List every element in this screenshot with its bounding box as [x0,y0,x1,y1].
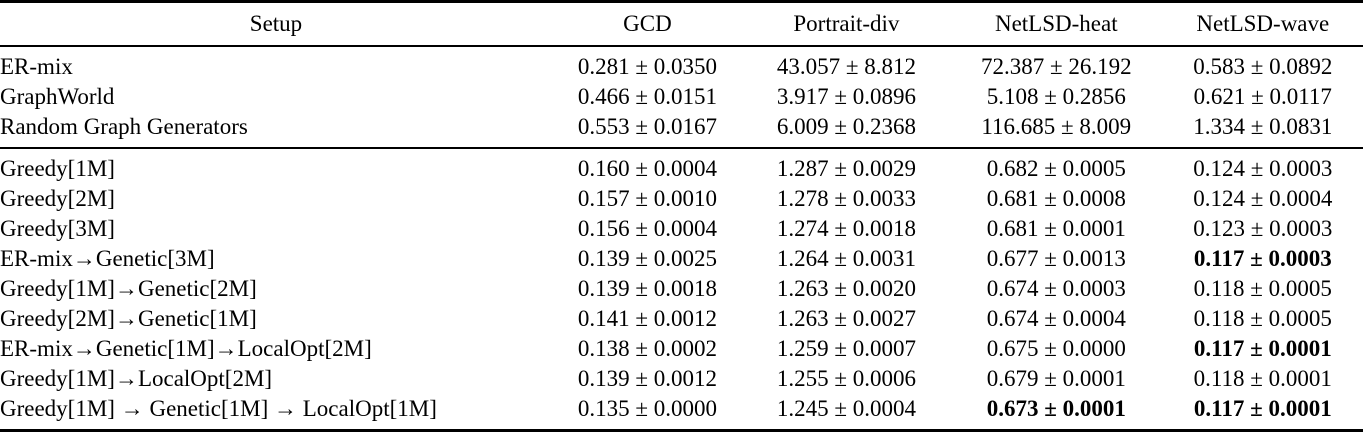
value-cell-portrait: 6.009 ± 0.2368 [776,114,916,139]
table-row: ER-mix 0.281 ± 0.0350 43.057 ± 8.812 72.387… [0,46,1363,82]
table-row: Greedy[1M] 0.160 ± 0.0004 1.287 ± 0.0029 0.… [0,147,1363,184]
value-cell-portrait: 1.263 ± 0.0020 [776,276,916,301]
value-cell-wave: 0.118 ± 0.0005 [1193,306,1332,331]
value-cell-heat: 116.685 ± 8.009 [981,114,1132,139]
column-header-gcd: GCD [552,1,743,47]
table-row: GraphWorld 0.466 ± 0.0151 3.917 ± 0.0896 5.… [0,82,1363,112]
value-cell-gcd: 0.139 ± 0.0018 [577,276,717,301]
table-row: Random Graph Generators 0.553 ± 0.0167 6.0… [0,112,1363,148]
table-row: ER-mix→Genetic[3M] 0.139 ± 0.0025 1.264 ± … [0,244,1363,274]
value-cell-portrait: 1.255 ± 0.0006 [776,366,916,391]
value-cell-heat: 0.674 ± 0.0003 [986,276,1126,301]
setup-cell: Greedy[2M] [0,186,115,211]
value-cell-portrait: 1.259 ± 0.0007 [776,336,916,361]
table-row: Greedy[1M]→Genetic[2M] 0.139 ± 0.0018 1.26… [0,274,1363,304]
value-cell-heat: 0.679 ± 0.0001 [986,366,1126,391]
value-cell-portrait: 1.263 ± 0.0027 [776,306,916,331]
setup-cell: Greedy[1M] → Genetic[1M] → LocalOpt[1M] [0,396,437,421]
setup-cell: ER-mix→Genetic[1M]→LocalOpt[2M] [0,336,372,361]
value-cell-wave: 0.117 ± 0.0001 [1193,396,1332,421]
value-cell-portrait: 1.245 ± 0.0004 [776,396,916,421]
value-cell-portrait: 1.287 ± 0.0029 [742,147,950,184]
value-cell-heat: 0.682 ± 0.0005 [949,147,1163,184]
value-cell-heat: 0.681 ± 0.0008 [986,186,1126,211]
table-row: Greedy[1M]→LocalOpt[2M] 0.139 ± 0.0012 1.2… [0,364,1363,394]
value-cell-heat: 0.681 ± 0.0001 [986,216,1126,241]
value-cell-wave: 0.118 ± 0.0005 [1193,276,1332,301]
value-cell-heat: 5.108 ± 0.2856 [986,84,1126,109]
setup-cell: Greedy[1M]→LocalOpt[2M] [0,366,273,391]
value-cell-gcd: 0.156 ± 0.0004 [577,216,717,241]
table-body: ER-mix 0.281 ± 0.0350 43.057 ± 8.812 72.387… [0,46,1363,431]
value-cell-portrait: 3.917 ± 0.0896 [776,84,916,109]
value-cell-wave: 1.334 ± 0.0831 [1193,114,1333,139]
value-cell-gcd: 0.553 ± 0.0167 [577,114,717,139]
value-cell-heat: 0.674 ± 0.0004 [986,306,1126,331]
column-header-heat: NetLSD-heat [949,1,1163,47]
table-header-row: Setup GCD Portrait-div NetLSD-heat NetLSD-wa… [0,1,1363,47]
value-cell-gcd: 0.138 ± 0.0002 [577,336,717,361]
value-cell-portrait: 1.274 ± 0.0018 [776,216,916,241]
setup-cell: GraphWorld [0,84,115,109]
value-cell-portrait: 1.264 ± 0.0031 [776,246,916,271]
setup-cell: Greedy[2M]→Genetic[1M] [0,306,257,331]
value-cell-heat: 0.677 ± 0.0013 [986,246,1126,271]
setup-cell: ER-mix→Genetic[3M] [0,246,215,271]
setup-cell: Greedy[1M]→Genetic[2M] [0,276,257,301]
value-cell-wave: 0.583 ± 0.0892 [1193,54,1333,79]
value-cell-gcd: 0.466 ± 0.0151 [577,84,717,109]
value-cell-portrait: 43.057 ± 8.812 [776,54,916,79]
value-cell-gcd: 0.281 ± 0.0350 [577,54,717,79]
value-cell-gcd: 0.160 ± 0.0004 [552,147,743,184]
value-cell-wave: 0.124 ± 0.0004 [1193,186,1333,211]
setup-cell: ER-mix [0,54,73,79]
table-row: Greedy[1M] → Genetic[1M] → LocalOpt[1M] 0… [0,394,1363,431]
table-row: Greedy[2M]→Genetic[1M] 0.141 ± 0.0012 1.26… [0,304,1363,334]
value-cell-gcd: 0.139 ± 0.0012 [577,366,717,391]
value-cell-wave: 0.621 ± 0.0117 [1193,84,1332,109]
value-cell-gcd: 0.139 ± 0.0025 [577,246,717,271]
setup-cell: Greedy[1M] [0,147,552,184]
value-cell-heat: 72.387 ± 26.192 [980,54,1132,79]
value-cell-wave: 0.118 ± 0.0001 [1193,366,1332,391]
setup-cell: Random Graph Generators [0,114,248,139]
value-cell-wave: 0.117 ± 0.0003 [1193,246,1332,271]
value-cell-portrait: 1.278 ± 0.0033 [776,186,916,211]
column-header-setup: Setup [0,1,552,47]
setup-cell: Greedy[3M] [0,216,115,241]
table-row: ER-mix→Genetic[1M]→LocalOpt[2M] 0.138 ± 0… [0,334,1363,364]
table-row: Greedy[2M] 0.157 ± 0.0010 1.278 ± 0.0033 0.… [0,184,1363,214]
value-cell-wave: 0.123 ± 0.0003 [1193,216,1333,241]
value-cell-wave: 0.117 ± 0.0001 [1193,336,1332,361]
value-cell-heat: 0.675 ± 0.0000 [986,336,1126,361]
column-header-wave: NetLSD-wave [1162,1,1363,47]
value-cell-gcd: 0.141 ± 0.0012 [577,306,717,331]
column-header-portrait: Portrait-div [742,1,950,47]
table-row: Greedy[3M] 0.156 ± 0.0004 1.274 ± 0.0018 0.… [0,214,1363,244]
value-cell-gcd: 0.135 ± 0.0000 [577,396,717,421]
value-cell-gcd: 0.157 ± 0.0010 [577,186,717,211]
value-cell-wave: 0.124 ± 0.0003 [1162,147,1363,184]
value-cell-heat: 0.673 ± 0.0001 [986,396,1126,421]
